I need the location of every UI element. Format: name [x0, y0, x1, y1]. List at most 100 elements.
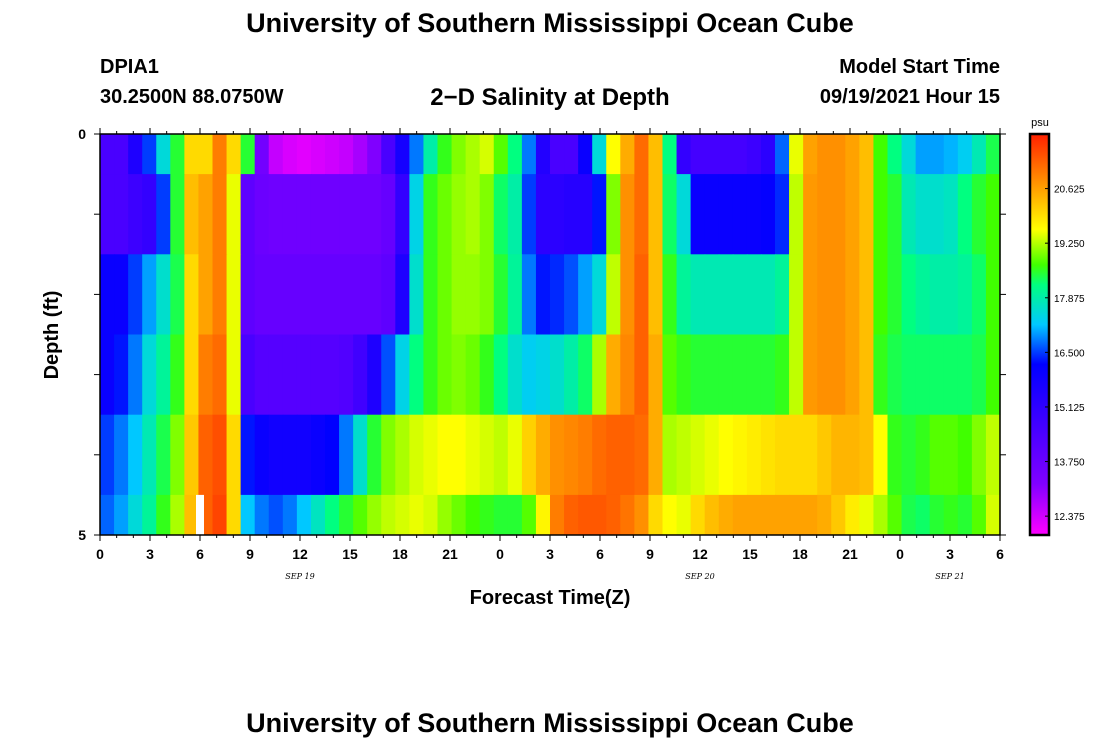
heatmap-cell: [142, 134, 157, 175]
heatmap-cell: [901, 414, 917, 496]
salinity-heatmap-chart: 0 3 6 9 12 15 18 21 0 3 6 9 12 15 18 21 0 3 6 SEP 19 SEP 20 S…: [41, 117, 1085, 609]
heatmap-cell: [592, 174, 607, 255]
x-tick-label: 3: [546, 546, 554, 562]
heatmap-cell: [592, 254, 607, 335]
heatmap-cell: [957, 134, 973, 175]
heatmap-cell: [535, 334, 551, 416]
heatmap-cell: [507, 414, 523, 496]
heatmap-cell: [746, 174, 762, 255]
heatmap-cell: [845, 174, 860, 255]
heatmap-cell: [465, 254, 481, 335]
heatmap-cell: [971, 494, 987, 536]
heatmap-cell: [521, 174, 537, 255]
heatmap-cell: [170, 334, 185, 416]
heatmap-cell: [521, 254, 537, 335]
colorbar-gradient: [1030, 134, 1049, 535]
heatmap-cell: [732, 254, 748, 335]
x-tick-label: 6: [996, 546, 1004, 562]
heatmap-cell: [957, 254, 973, 335]
heatmap-cell: [423, 494, 439, 536]
heatmap-cell: [100, 334, 115, 416]
heatmap-cell: [690, 334, 706, 416]
heatmap-cell: [817, 254, 832, 335]
x-tick-label: 15: [342, 546, 358, 562]
colorbar-frame: [1028, 132, 1051, 537]
heatmap-cell: [662, 334, 678, 416]
colorbar: 20.625 19.250 17.875 16.500 15.125 13.750 12.3…: [1028, 132, 1085, 537]
x-tick-label: 18: [392, 546, 408, 562]
heatmap-cell: [381, 414, 396, 496]
colorbar-tick-label: 15.125: [1054, 403, 1085, 414]
heatmap-cell: [887, 334, 903, 416]
heatmap-cell: [873, 494, 889, 536]
heatmap-cell: [226, 494, 242, 536]
heatmap-cell: [170, 254, 185, 335]
heatmap-cell: [915, 334, 931, 416]
heatmap-cell: [634, 494, 650, 536]
heatmap-cell: [775, 494, 790, 536]
heatmap-cell: [915, 494, 931, 536]
heatmap-cell: [704, 134, 720, 175]
x-tick-label: 0: [96, 546, 104, 562]
heatmap-cell: [957, 494, 973, 536]
heatmap-cell: [971, 174, 987, 255]
heatmap-cell: [859, 134, 875, 175]
heatmap-cell: [704, 254, 720, 335]
heatmap-cell: [310, 494, 326, 536]
heatmap-cell: [718, 414, 734, 496]
heatmap-cell: [367, 414, 382, 496]
heatmap-cell: [704, 174, 720, 255]
heatmap-cell: [550, 254, 565, 335]
heatmap-cell: [929, 254, 945, 335]
heatmap-cell: [887, 134, 903, 175]
heatmap-cell: [310, 174, 326, 255]
heatmap-cell: [353, 174, 368, 255]
heatmap-cell: [212, 174, 228, 255]
heatmap-cell: [493, 134, 509, 175]
heatmap-cell: [395, 334, 410, 416]
heatmap-cell: [114, 494, 129, 536]
heatmap-cell: [746, 254, 762, 335]
heatmap-cell: [676, 334, 692, 416]
heatmap-cell: [325, 414, 340, 496]
heatmap-cell: [310, 414, 326, 496]
x-tick-label: 0: [896, 546, 904, 562]
heatmap-cell: [775, 334, 790, 416]
heatmap-cell: [100, 254, 115, 335]
heatmap-cell: [142, 414, 157, 496]
heatmap-cell: [296, 134, 312, 175]
heatmap-cell: [521, 414, 537, 496]
heatmap-cell: [339, 334, 354, 416]
heatmap-cell: [479, 334, 495, 416]
heatmap-cell: [760, 254, 776, 335]
heatmap-cell: [943, 414, 959, 496]
heatmap-cell: [226, 334, 242, 416]
heatmap-cell: [803, 254, 818, 335]
heatmap-cell: [789, 174, 804, 255]
heatmap-cell: [746, 134, 762, 175]
heatmap-cell: [943, 494, 959, 536]
heatmap-cell: [381, 174, 396, 255]
heatmap-cell: [620, 174, 635, 255]
heatmap-cell: [690, 134, 706, 175]
heatmap-cell: [704, 334, 720, 416]
heatmap-cell: [325, 494, 340, 536]
heatmap-cell: [578, 254, 593, 335]
heatmap-cell: [367, 494, 382, 536]
heatmap-cell: [170, 494, 185, 536]
heatmap-cell: [676, 414, 692, 496]
heatmap-cell: [760, 134, 776, 175]
heatmap-cell: [128, 414, 143, 496]
heatmap-cell: [114, 134, 129, 175]
heatmap-cell: [465, 494, 481, 536]
heatmap-cell: [817, 334, 832, 416]
heatmap-cell: [325, 174, 340, 255]
heatmap-cell: [409, 134, 425, 175]
heatmap-cell: [451, 414, 467, 496]
heatmap-cell: [451, 134, 467, 175]
heatmap-cell: [943, 254, 959, 335]
y-tick-label: 0: [78, 126, 86, 142]
heatmap-cell: [212, 494, 228, 536]
x-date-label: SEP 20: [685, 572, 714, 581]
heatmap-cell: [465, 174, 481, 255]
